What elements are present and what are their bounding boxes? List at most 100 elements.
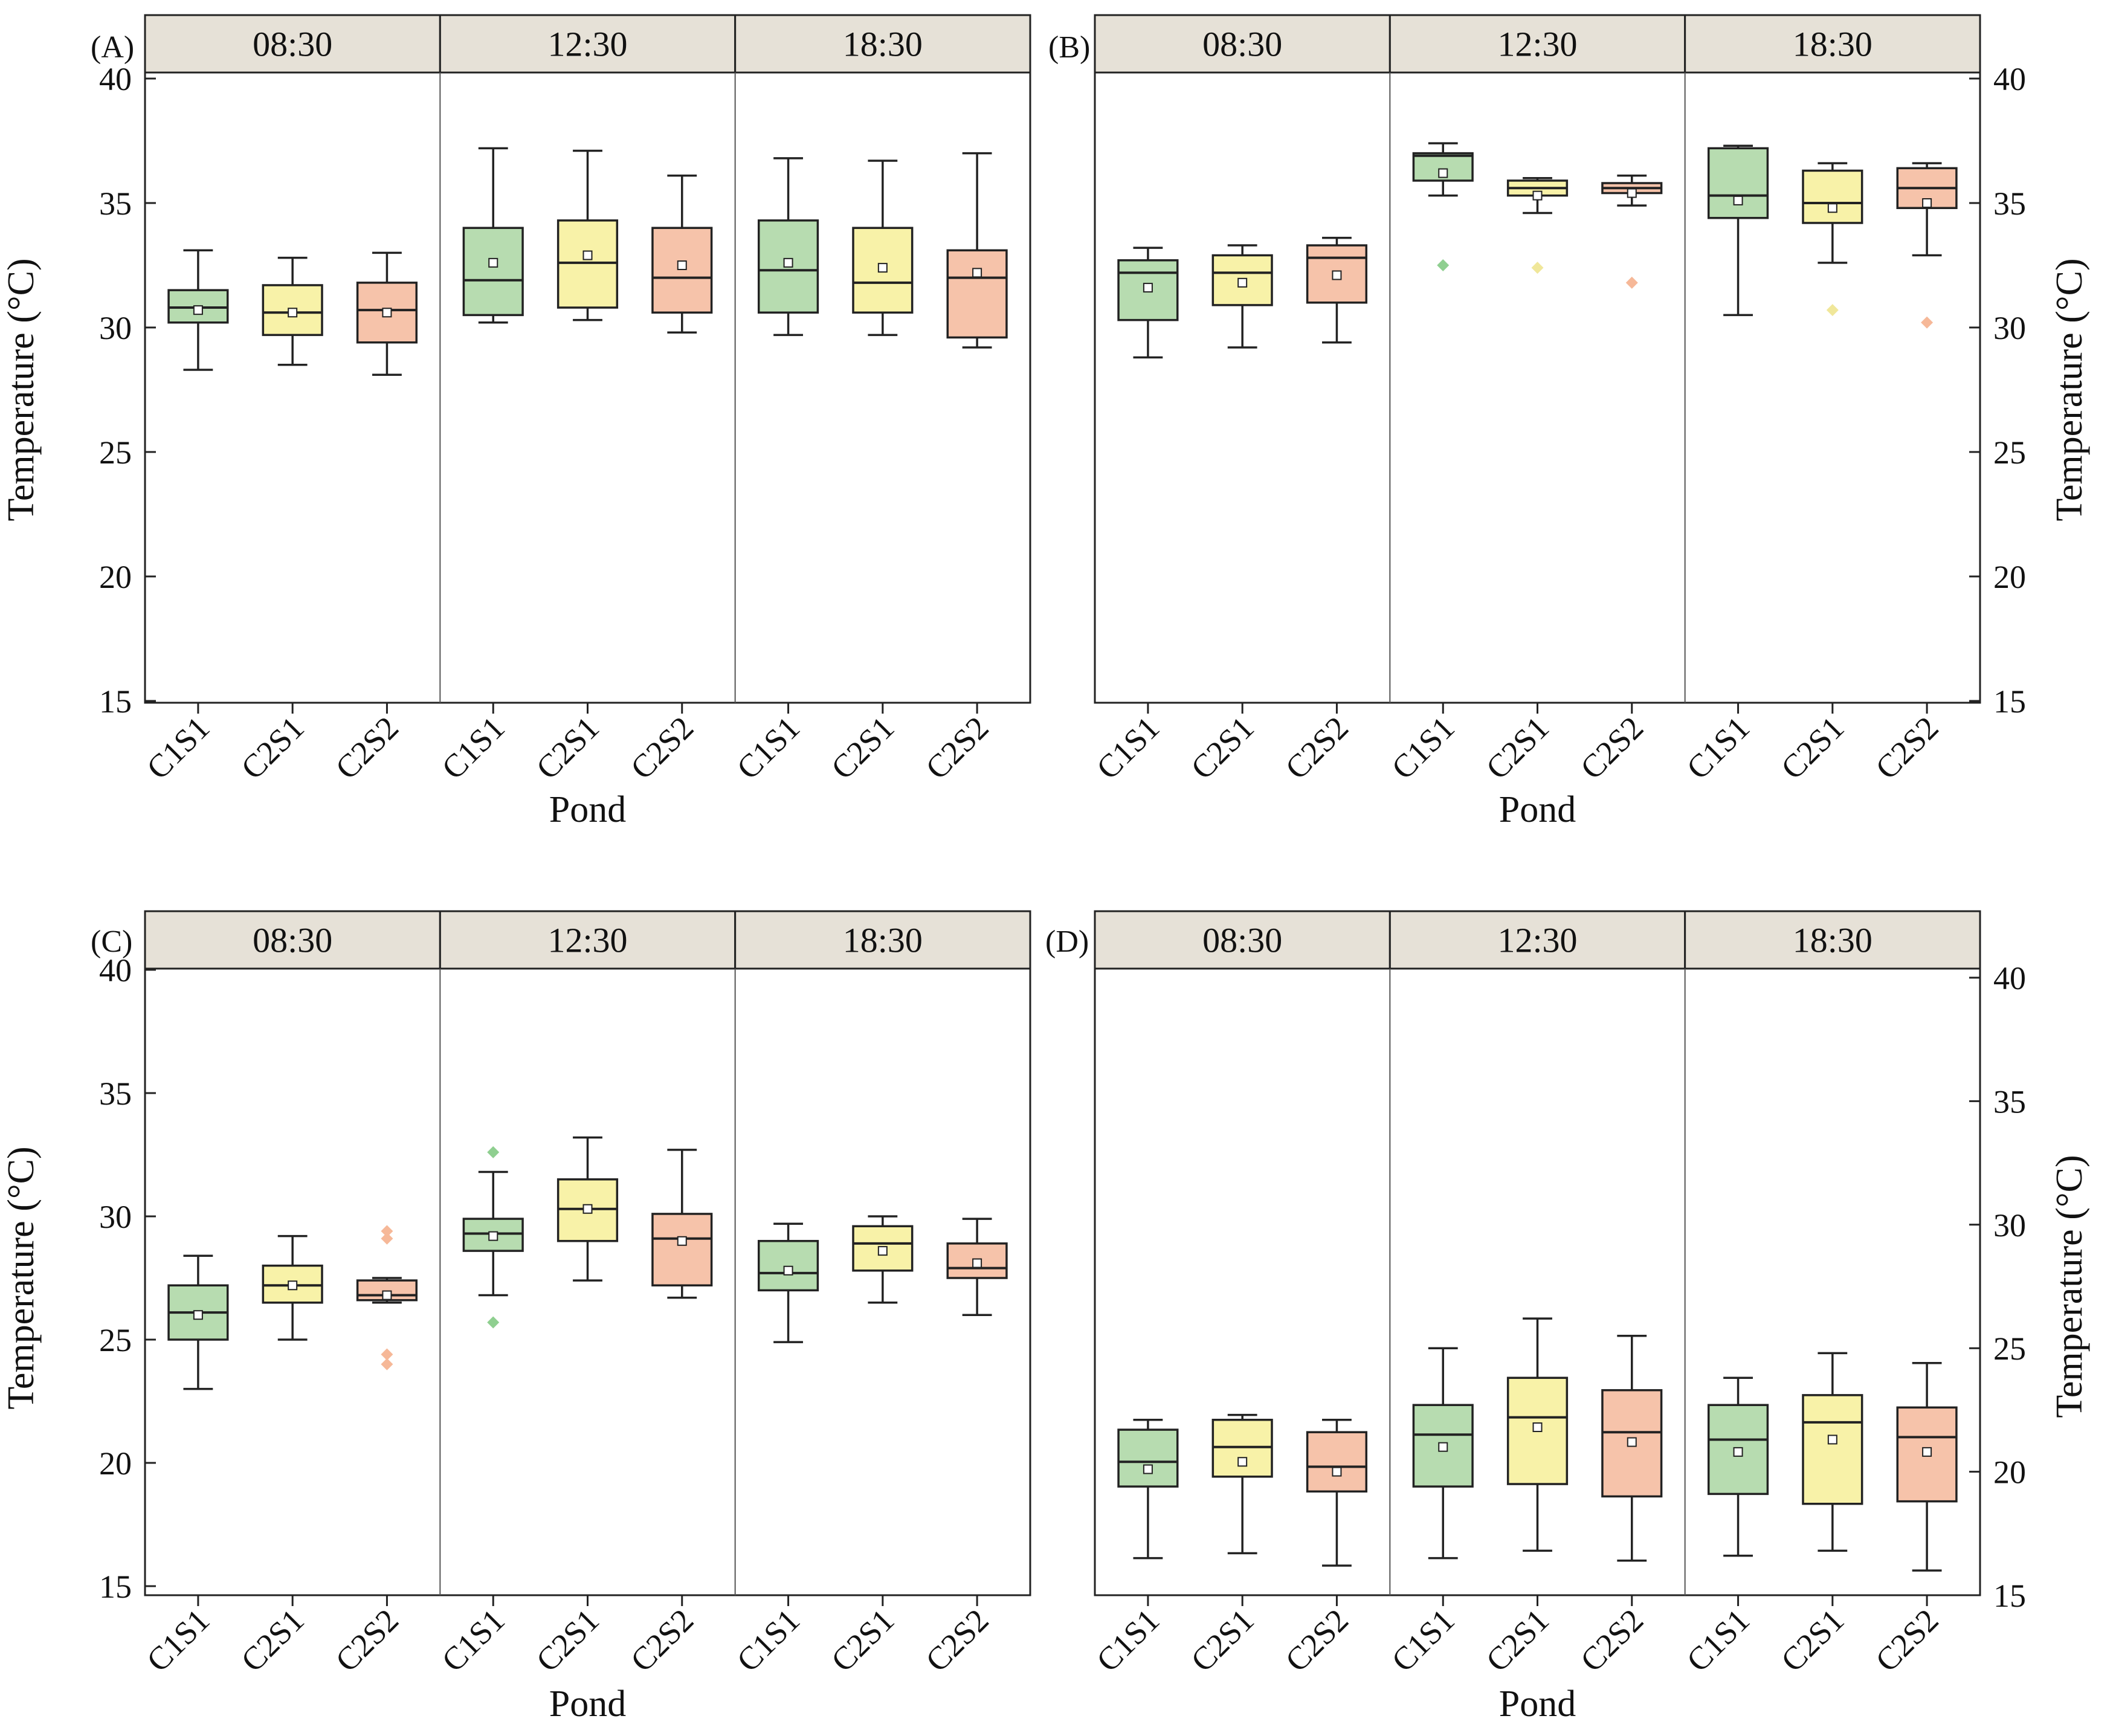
y-tick-label: 15 — [99, 683, 132, 720]
box-iqr — [757, 1240, 819, 1292]
box-c2s1 — [1211, 1413, 1273, 1555]
box-iqr — [1211, 1419, 1273, 1478]
mean-marker — [783, 1265, 793, 1276]
box-c2s2 — [1896, 1361, 1958, 1572]
x-tick-label: C1S1 — [434, 709, 511, 786]
x-axis-label: Pond — [1499, 1683, 1576, 1725]
box-iqr — [1802, 1394, 1863, 1505]
mean-marker — [1922, 198, 1932, 208]
mean-marker — [1827, 203, 1837, 213]
mean-marker — [972, 268, 982, 278]
facet-label: 08:30 — [1202, 25, 1282, 64]
box-c2s1 — [1506, 1317, 1569, 1552]
box-c1s1 — [462, 147, 524, 324]
mean-marker — [488, 257, 498, 268]
y-tick-label: 30 — [1993, 1207, 2026, 1244]
mean-marker — [1237, 1457, 1248, 1467]
box-c2s2 — [651, 1149, 713, 1299]
box-c1s1 — [462, 1146, 524, 1329]
x-tick-label: C1S1 — [1384, 1602, 1461, 1679]
box-c1s1 — [167, 1254, 229, 1390]
y-tick-label: 20 — [99, 1445, 132, 1482]
box-iqr — [1306, 1431, 1368, 1493]
outlier-point — [487, 1316, 500, 1329]
outlier-point — [1826, 304, 1839, 317]
mean-marker — [288, 1280, 298, 1291]
box-c2s1 — [556, 1136, 619, 1282]
box-c2s1 — [1802, 162, 1863, 317]
box-c2s2 — [1306, 236, 1368, 344]
x-tick-label: C2S2 — [1279, 1602, 1355, 1679]
facet-label: 12:30 — [1497, 921, 1577, 960]
y-tick-label: 35 — [1993, 1083, 2026, 1120]
mean-marker — [1143, 1464, 1153, 1474]
mean-marker — [1827, 1434, 1837, 1445]
box-c2s1 — [556, 149, 619, 321]
x-axis-label: Pond — [549, 789, 626, 830]
mean-marker — [783, 257, 793, 268]
mean-marker — [288, 308, 298, 318]
mean-marker — [1332, 270, 1342, 280]
box-c2s1 — [262, 1234, 323, 1341]
x-tick-label: C2S1 — [1479, 1602, 1556, 1679]
x-tick-label: C1S1 — [434, 1602, 511, 1679]
x-tick-label: C2S2 — [329, 709, 405, 786]
box-c2s1 — [852, 1215, 914, 1304]
y-tick-label: 40 — [99, 952, 132, 989]
y-tick-label: 35 — [99, 1076, 132, 1112]
mean-marker — [1627, 1437, 1637, 1447]
y-tick-label: 20 — [99, 559, 132, 595]
mean-marker — [1438, 1442, 1448, 1452]
mean-marker — [582, 250, 593, 260]
box-c2s2 — [1896, 162, 1958, 329]
mean-marker — [1733, 195, 1743, 205]
facet-strip — [734, 14, 1031, 74]
outlier-point — [487, 1146, 500, 1158]
x-tick-label: C1S1 — [140, 1602, 216, 1679]
x-tick-label: C2S2 — [624, 1602, 700, 1679]
box-c1s1 — [1707, 1376, 1769, 1557]
panel-d: 08:30 12:30 18:30 15 20 25 30 35 40 Temperature (… — [1045, 910, 2090, 1725]
y-tick-label: 15 — [1993, 1578, 2026, 1614]
box-c2s2 — [1306, 1419, 1368, 1567]
box-iqr — [167, 289, 229, 324]
mean-marker — [1733, 1447, 1743, 1457]
box-c2s1 — [1802, 1352, 1863, 1552]
panel-label: (D) — [1045, 924, 1089, 959]
x-tick-label: C2S1 — [1774, 1602, 1851, 1679]
box-c2s2 — [946, 1218, 1008, 1316]
y-tick-label: 30 — [99, 1199, 132, 1235]
facet-strip — [1389, 14, 1686, 74]
y-axis-label: Temperature (°C) — [2049, 258, 2090, 521]
x-tick-label: C2S1 — [1479, 709, 1556, 786]
panel-a: 08:30 12:30 18:30 15 20 25 30 35 40 Temperature (… — [1, 14, 1031, 830]
outlier-point — [381, 1225, 393, 1237]
facet-label: 12:30 — [547, 921, 627, 960]
outlier-point — [1625, 276, 1638, 289]
box-c2s2 — [356, 1225, 418, 1370]
box-c1s1 — [1117, 247, 1179, 359]
mean-marker — [1627, 188, 1637, 198]
mean-marker — [677, 1236, 687, 1246]
panel-c: 08:30 12:30 18:30 15 20 25 30 35 40 Temperature (… — [1, 910, 1031, 1725]
box-c1s1 — [1412, 1347, 1474, 1560]
x-tick-label: C2S1 — [1184, 709, 1260, 786]
facet-label: 08:30 — [253, 921, 332, 960]
facet-label: 18:30 — [1793, 25, 1872, 64]
box-c1s1 — [757, 1222, 819, 1343]
y-axis-label: Temperature (°C) — [1, 1146, 42, 1409]
panel-b: 08:30 12:30 18:30 15 20 25 30 35 40 Temperature (… — [1048, 14, 2090, 830]
facet-label: 18:30 — [1793, 921, 1872, 960]
mean-marker — [488, 1231, 498, 1241]
facet-label: 08:30 — [253, 25, 332, 64]
x-tick-label: C1S1 — [1089, 709, 1166, 786]
box-iqr — [1802, 169, 1863, 224]
panel-label: (A) — [91, 30, 134, 65]
x-tick-label: C2S1 — [529, 1602, 606, 1679]
box-c2s1 — [262, 256, 323, 366]
mean-marker — [1438, 168, 1448, 178]
outlier-point — [1531, 262, 1544, 274]
outlier-point — [381, 1348, 393, 1361]
outlier-point — [381, 1232, 393, 1245]
box-c1s1 — [1117, 1419, 1179, 1560]
